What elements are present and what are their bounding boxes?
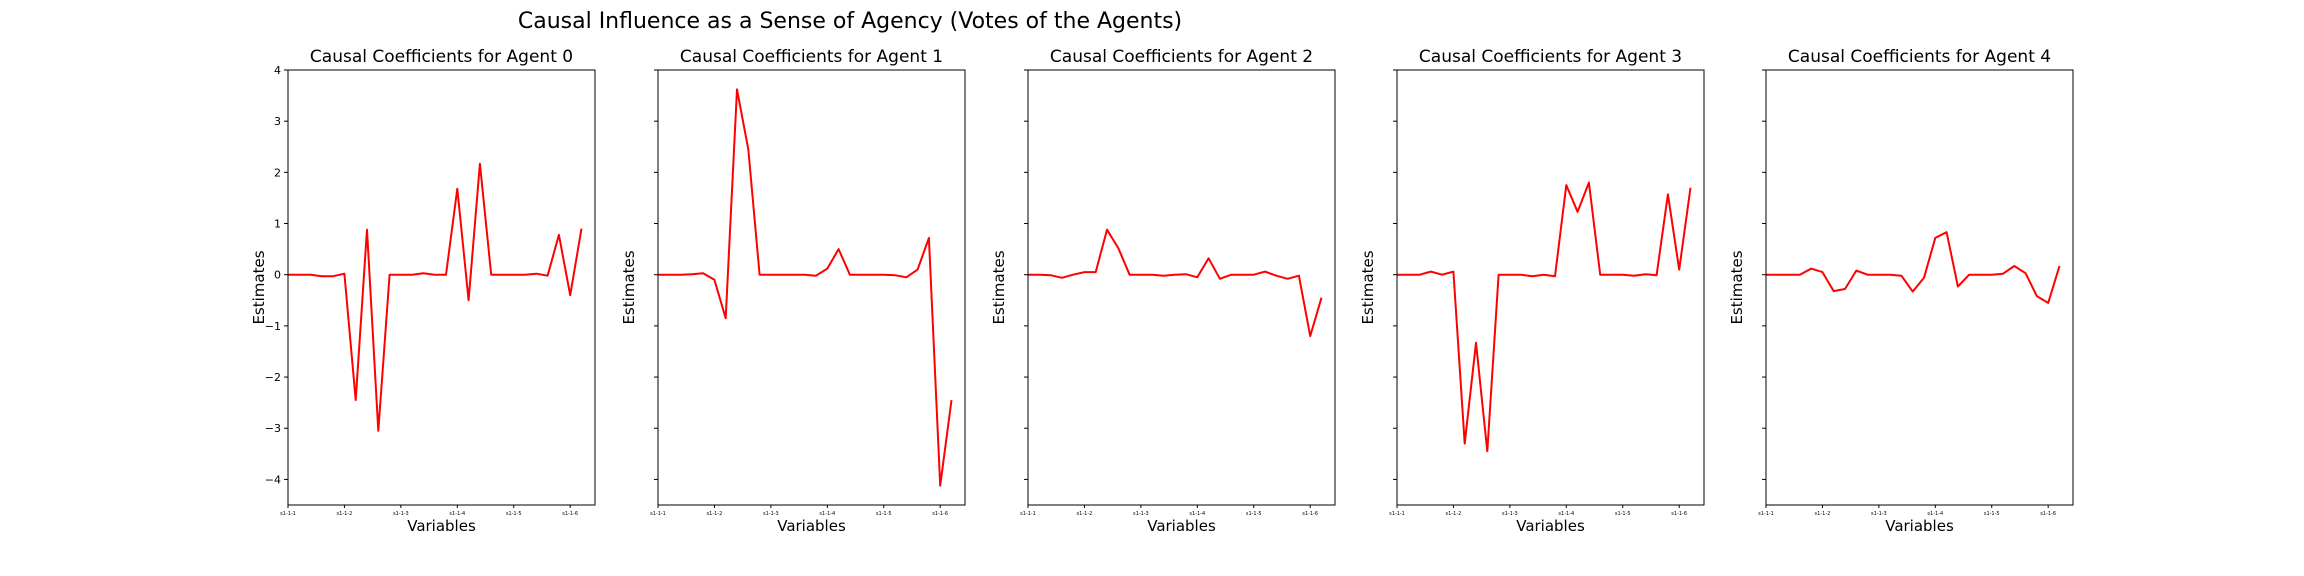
x-tick-label: s1-1-3 [1502, 511, 1518, 517]
y-tick-label: 3 [274, 115, 281, 128]
x-tick-label: s1-1-1 [650, 511, 666, 517]
y-tick-label: 4 [274, 64, 281, 77]
x-tick-label: s1-1-6 [2040, 511, 2056, 517]
chart-title: Causal Coefficients for Agent 2 [1050, 47, 1313, 67]
series-line [288, 162, 583, 432]
x-tick-label: s1-1-1 [1758, 511, 1774, 517]
x-tick-label: s1-1-3 [393, 511, 409, 517]
x-tick-label: s1-1-5 [1984, 511, 2000, 517]
x-tick-label: s1-1-6 [932, 511, 948, 517]
x-tick-label: s1-1-2 [1815, 511, 1831, 517]
x-tick-label: s1-1-4 [1927, 511, 1943, 517]
panels: Causal Coefficients for Agent 0 4 3 2 1 0 −1 −2… [250, 47, 2074, 535]
chart-title: Causal Coefficients for Agent 0 [310, 47, 573, 67]
x-tick-label: s1-1-4 [1189, 511, 1205, 517]
x-axis-label: Variables [407, 517, 476, 535]
y-axis-label: Estimates [990, 250, 1008, 324]
x-tick-label: s1-1-5 [876, 511, 892, 517]
x-tick-label: s1-1-6 [1302, 511, 1318, 517]
series-line [1397, 181, 1692, 453]
x-tick-label: s1-1-1 [280, 511, 296, 517]
x-tick-label: s1-1-2 [1446, 511, 1462, 517]
plot-frame [287, 69, 596, 506]
x-tick-label: s1-1-1 [1020, 511, 1036, 517]
chart-title: Causal Coefficients for Agent 4 [1788, 47, 2051, 67]
x-tick-label: s1-1-4 [819, 511, 835, 517]
x-tick-label: s1-1-2 [1077, 511, 1093, 517]
x-tick-label: s1-1-3 [1133, 511, 1149, 517]
x-tick-label: s1-1-2 [337, 511, 353, 517]
plot-frame [1396, 69, 1705, 506]
y-tick-label: 2 [274, 166, 281, 179]
chart-panel-0: Causal Coefficients for Agent 0 4 3 2 1 0 −1 −2… [250, 47, 596, 535]
x-tick-label: s1-1-6 [562, 511, 578, 517]
chart-panel-3: Causal Coefficients for Agent 3 s1-1-1 s1-… [1359, 47, 1705, 535]
x-tick-label: s1-1-3 [1871, 511, 1887, 517]
x-tick-label: s1-1-5 [506, 511, 522, 517]
plot-frame [657, 69, 966, 506]
y-axis-label: Estimates [1728, 250, 1746, 324]
chart-title: Causal Coefficients for Agent 1 [680, 47, 943, 67]
y-axis-label: Estimates [250, 250, 268, 324]
chart-panel-1: Causal Coefficients for Agent 1 s1-1-1 s1-… [620, 47, 966, 535]
x-tick-label: s1-1-4 [1558, 511, 1574, 517]
x-axis-label: Variables [1516, 517, 1585, 535]
x-tick-label: s1-1-6 [1671, 511, 1687, 517]
x-tick-label: s1-1-4 [449, 511, 465, 517]
chart-panel-4: Causal Coefficients for Agent 4 s1-1-1 s1-… [1728, 47, 2074, 535]
series-line [1766, 231, 2061, 304]
y-tick-label: −2 [265, 371, 281, 384]
x-tick-label: s1-1-3 [763, 511, 779, 517]
series-line [1028, 228, 1323, 338]
y-tick-label: 1 [274, 218, 281, 231]
x-tick-label: s1-1-5 [1615, 511, 1631, 517]
x-tick-label: s1-1-1 [1389, 511, 1405, 517]
y-tick-label: −4 [265, 473, 281, 486]
chart-panel-2: Causal Coefficients for Agent 2 s1-1-1 s1-… [990, 47, 1336, 535]
x-tick-label: s1-1-2 [707, 511, 723, 517]
x-axis-label: Variables [777, 517, 846, 535]
x-axis-label: Variables [1885, 517, 1954, 535]
series-line [658, 88, 953, 487]
y-tick-label: −1 [265, 320, 281, 333]
figure-title: Causal Influence as a Sense of Agency (V… [518, 9, 1182, 34]
x-axis-label: Variables [1147, 517, 1216, 535]
plot-frame [1027, 69, 1336, 506]
x-tick-label: s1-1-5 [1246, 511, 1262, 517]
y-tick-label: −3 [265, 422, 281, 435]
y-axis-label: Estimates [620, 250, 638, 324]
chart-title: Causal Coefficients for Agent 3 [1419, 47, 1682, 67]
plot-frame [1765, 69, 2074, 506]
y-axis-label: Estimates [1359, 250, 1377, 324]
y-tick-label: 0 [274, 269, 281, 282]
